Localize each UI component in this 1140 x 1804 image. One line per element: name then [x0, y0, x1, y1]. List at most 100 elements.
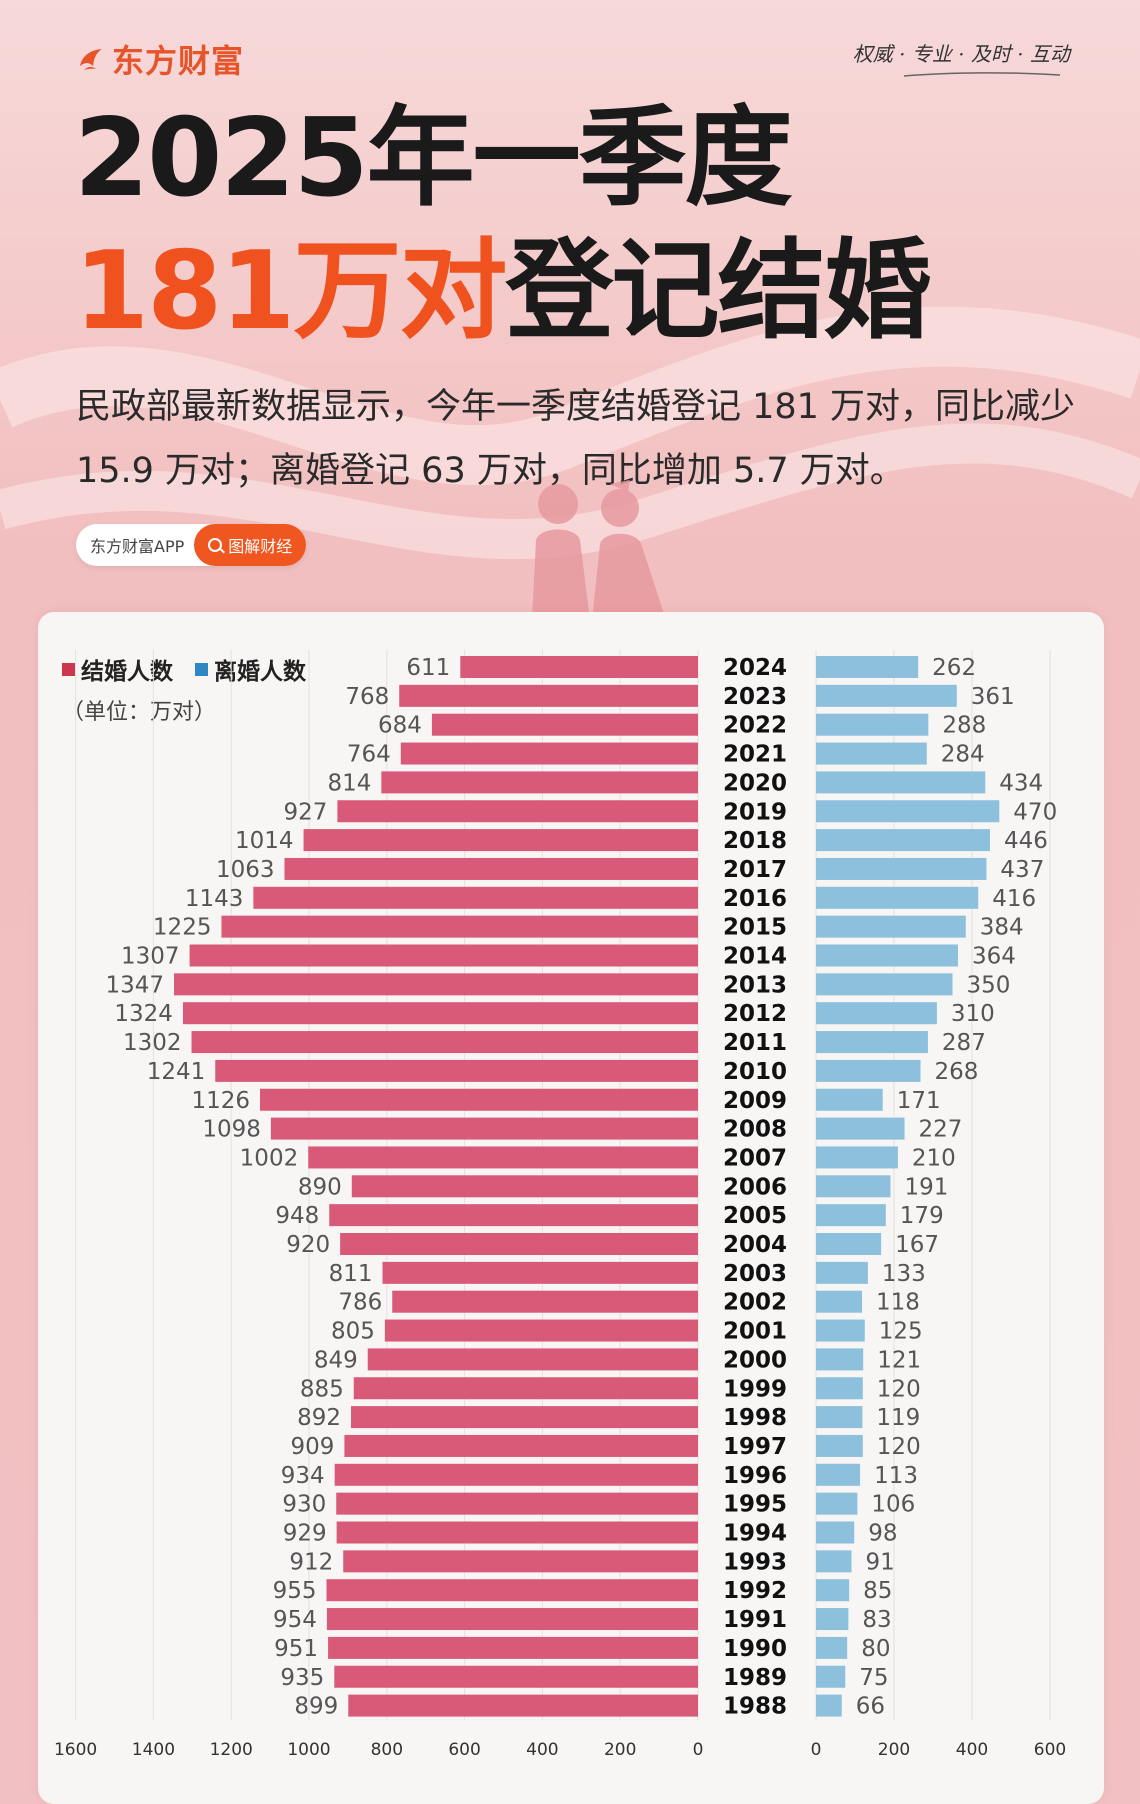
- bar-marriage: [215, 1059, 698, 1082]
- bar-marriage: [400, 742, 698, 765]
- year-label: 1996: [723, 1463, 787, 1489]
- data-label-marriage: 1225: [153, 915, 212, 941]
- year-label: 1991: [723, 1607, 787, 1633]
- x-tick-label-left: 1400: [132, 1740, 175, 1760]
- legend-swatch-marriage: [62, 662, 75, 676]
- year-label: 2018: [723, 828, 787, 854]
- legend-item-marriage: 结婚人数: [62, 652, 173, 686]
- data-label-divorce: 191: [904, 1174, 948, 1200]
- year-label: 2013: [723, 972, 787, 998]
- bar-marriage: [221, 915, 698, 938]
- title-rest: 登记结婚: [505, 229, 931, 354]
- bar-marriage: [328, 1636, 698, 1659]
- bar-marriage: [303, 829, 698, 852]
- x-tick-label-right: 0: [811, 1740, 822, 1760]
- data-label-marriage: 912: [289, 1549, 333, 1575]
- bar-marriage: [382, 1261, 698, 1284]
- bar-marriage: [182, 1002, 699, 1025]
- x-tick-label-left: 400: [526, 1740, 558, 1760]
- chart-unit-label: （单位：万对）: [62, 700, 217, 725]
- year-label: 1997: [723, 1434, 787, 1460]
- year-label: 2022: [723, 713, 787, 739]
- bar-marriage: [384, 1319, 698, 1342]
- data-label-divorce: 75: [859, 1665, 888, 1691]
- year-label: 2005: [723, 1203, 787, 1229]
- year-label: 1998: [723, 1405, 787, 1431]
- data-label-marriage: 892: [297, 1405, 341, 1431]
- data-label-divorce: 120: [877, 1434, 921, 1460]
- data-label-divorce: 262: [932, 655, 976, 681]
- data-label-marriage: 849: [314, 1347, 358, 1373]
- bar-marriage: [340, 1233, 698, 1255]
- data-label-marriage: 1143: [185, 886, 244, 912]
- brand-name: 东方财富: [112, 42, 245, 80]
- year-label: 2001: [723, 1319, 787, 1345]
- bar-marriage: [344, 1434, 698, 1457]
- data-label-marriage: 954: [273, 1607, 317, 1633]
- data-label-marriage: 1002: [240, 1145, 299, 1171]
- data-label-divorce: 121: [877, 1347, 921, 1373]
- bar-divorce: [816, 1463, 861, 1486]
- bar-divorce: [816, 915, 966, 938]
- bar-marriage: [343, 1550, 698, 1573]
- data-label-divorce: 310: [951, 1001, 995, 1027]
- bar-divorce: [816, 684, 957, 707]
- infographic-button-label: 图解财经: [228, 537, 293, 556]
- year-label: 1999: [723, 1376, 787, 1402]
- data-label-marriage: 1302: [123, 1030, 182, 1056]
- bar-divorce: [816, 1521, 855, 1544]
- bar-marriage: [191, 1031, 698, 1054]
- legend-swatch-divorce: [195, 662, 208, 676]
- legend-item-divorce: 离婚人数: [195, 652, 306, 686]
- page-title-line1: 2025年一季度: [74, 96, 793, 221]
- year-label: 2020: [723, 770, 787, 796]
- year-label: 1992: [723, 1578, 787, 1604]
- bar-marriage: [351, 1175, 698, 1198]
- infographic-button[interactable]: 图解财经: [194, 524, 307, 566]
- data-label-divorce: 361: [971, 684, 1015, 710]
- year-label: 2023: [723, 684, 787, 710]
- x-tick-label-right: 200: [878, 1740, 910, 1760]
- data-label-divorce: 80: [861, 1636, 890, 1662]
- chart-legend: 结婚人数 离婚人数: [62, 652, 306, 686]
- bar-divorce: [816, 944, 958, 967]
- data-label-divorce: 268: [935, 1059, 979, 1085]
- year-label: 2000: [723, 1347, 787, 1373]
- bar-divorce: [816, 1233, 882, 1255]
- bar-divorce: [816, 1608, 849, 1631]
- data-label-marriage: 1126: [191, 1088, 250, 1114]
- bar-divorce: [816, 1261, 868, 1284]
- brand-logo: 东方财富: [76, 36, 244, 82]
- bar-divorce: [816, 1290, 863, 1313]
- data-label-divorce: 179: [900, 1203, 944, 1229]
- data-label-divorce: 133: [882, 1261, 926, 1287]
- bar-marriage: [259, 1088, 698, 1111]
- data-label-marriage: 611: [406, 655, 450, 681]
- legend-label-divorce: 离婚人数: [214, 659, 306, 685]
- data-label-marriage: 1324: [114, 1001, 173, 1027]
- brand-flame-icon: [80, 49, 102, 70]
- data-label-marriage: 951: [274, 1636, 318, 1662]
- slogan-underline: [903, 72, 1061, 77]
- app-name: 东方财富APP: [90, 537, 185, 556]
- data-label-divorce: 66: [856, 1694, 885, 1720]
- data-label-marriage: 805: [331, 1319, 375, 1345]
- bar-divorce: [816, 973, 953, 996]
- bar-divorce: [816, 1492, 858, 1515]
- bar-divorce: [816, 742, 927, 765]
- year-label: 1994: [723, 1521, 787, 1547]
- bar-divorce: [816, 1319, 865, 1342]
- data-label-divorce: 288: [942, 713, 986, 739]
- data-label-divorce: 210: [912, 1145, 956, 1171]
- data-label-divorce: 120: [877, 1376, 921, 1402]
- year-label: 2024: [723, 655, 787, 681]
- bar-divorce: [816, 771, 986, 794]
- data-label-divorce: 287: [942, 1030, 986, 1056]
- bar-marriage: [253, 886, 699, 909]
- data-label-marriage: 920: [286, 1232, 330, 1258]
- bar-marriage: [367, 1348, 698, 1371]
- bar-marriage: [348, 1694, 698, 1717]
- year-label: 2003: [723, 1261, 787, 1287]
- bar-divorce: [816, 1694, 842, 1717]
- app-badge[interactable]: 东方财富APP 图解财经: [76, 524, 307, 566]
